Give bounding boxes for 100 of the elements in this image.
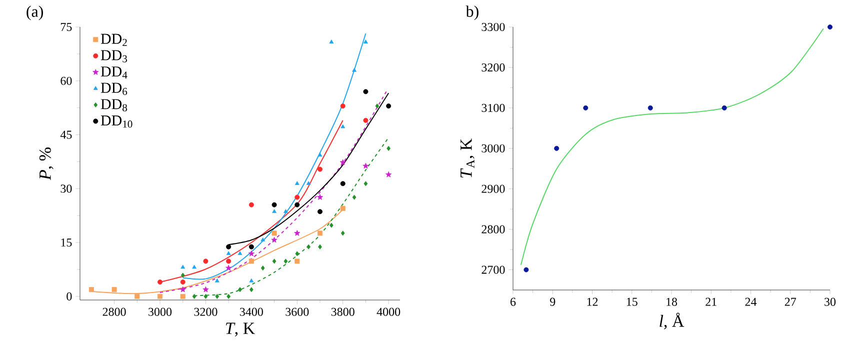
- y-tick-label: 3300: [482, 22, 505, 32]
- point: [294, 258, 300, 264]
- x-tick-label: 3200: [194, 308, 218, 316]
- point: [306, 244, 310, 250]
- point: [828, 24, 833, 30]
- point: [238, 251, 242, 256]
- point: [363, 89, 368, 94]
- point: [284, 209, 288, 213]
- point: [318, 166, 323, 172]
- point: [271, 236, 278, 243]
- point: [295, 251, 300, 256]
- x-axis-title: l, Å: [660, 312, 684, 330]
- point: [340, 230, 345, 236]
- y-tick-label: 45: [60, 130, 72, 139]
- point: [112, 287, 117, 292]
- point: [386, 104, 392, 109]
- point: [722, 105, 727, 110]
- point: [318, 152, 322, 157]
- legend-label: DD$_{4}$: [100, 66, 128, 79]
- point: [340, 124, 346, 128]
- point: [158, 294, 162, 299]
- point: [226, 251, 231, 256]
- point: [248, 250, 254, 256]
- point: [272, 258, 276, 264]
- y-tick-label: 75: [60, 23, 72, 31]
- point: [364, 181, 368, 186]
- point: [158, 280, 162, 285]
- point: [248, 244, 254, 250]
- point: [248, 202, 254, 208]
- point: [294, 202, 300, 208]
- point: [226, 294, 230, 299]
- x-tick-label: 2800: [102, 308, 126, 316]
- point: [554, 146, 560, 151]
- point: [250, 287, 254, 292]
- line-series: [182, 32, 366, 280]
- y-tick-label: 3200: [482, 63, 505, 72]
- point: [180, 280, 186, 285]
- legend-label: DD$_{8}$: [100, 99, 127, 112]
- point: [180, 272, 185, 278]
- y-tick-label: 3100: [482, 104, 505, 112]
- x-tick-label: 3800: [331, 308, 354, 316]
- point: [316, 194, 324, 200]
- x-tick-label: 3600: [286, 308, 309, 316]
- point: [215, 294, 220, 299]
- y-tick-label: 2700: [482, 266, 505, 274]
- point: [272, 230, 277, 236]
- point: [248, 258, 254, 264]
- point: [352, 68, 356, 72]
- legend-label: DD$_{3}$: [100, 50, 127, 62]
- point: [318, 209, 323, 214]
- point: [340, 181, 346, 186]
- y-tick-label: 15: [61, 238, 72, 247]
- point: [272, 209, 276, 213]
- point: [340, 104, 346, 109]
- y-tick-label: 0: [66, 292, 72, 300]
- point: [192, 294, 196, 299]
- x-tick-label: 9: [550, 298, 556, 306]
- point: [386, 146, 390, 151]
- chart-title: (a): [26, 6, 43, 20]
- point: [318, 230, 323, 236]
- y-tick-label: 60: [60, 76, 72, 85]
- y-tick-label: 30: [60, 184, 72, 193]
- point: [306, 181, 311, 185]
- point: [340, 159, 346, 166]
- point: [203, 258, 208, 264]
- y-axis-title: T$_{A}$, K: [460, 138, 474, 178]
- y-tick-label: 2800: [482, 225, 505, 234]
- x-tick-label: 3000: [148, 308, 172, 316]
- point: [180, 286, 186, 292]
- x-tick-label: 30: [824, 298, 836, 306]
- point: [524, 267, 529, 272]
- x-tick-label: 24: [745, 298, 757, 306]
- y-tick-label: 2900: [482, 184, 505, 193]
- point: [260, 238, 266, 242]
- x-tick-label: 21: [706, 298, 716, 306]
- x-tick-label: 18: [666, 298, 678, 306]
- point: [226, 264, 232, 271]
- y-tick-label: 3000: [482, 144, 505, 152]
- point: [180, 294, 186, 299]
- point: [340, 206, 346, 211]
- point: [192, 264, 196, 269]
- x-axis-title: T, K: [226, 322, 255, 337]
- point: [648, 105, 653, 110]
- point: [294, 181, 300, 185]
- x-tick-label: 4000: [376, 308, 400, 316]
- legend-label: DD$_{10}$: [100, 116, 132, 128]
- point: [88, 287, 94, 292]
- line-series: [160, 91, 387, 293]
- point: [363, 118, 368, 123]
- point: [362, 162, 369, 169]
- x-tick-label: 27: [784, 298, 796, 306]
- legend-label: DD$_{2}$: [100, 34, 127, 46]
- legend-label: DD$_{6}$: [100, 82, 128, 95]
- point: [202, 286, 209, 292]
- line-series: [520, 28, 824, 266]
- point: [226, 258, 232, 264]
- point: [272, 202, 277, 208]
- point: [294, 230, 300, 236]
- chart-title: b): [466, 6, 478, 20]
- point: [583, 105, 588, 110]
